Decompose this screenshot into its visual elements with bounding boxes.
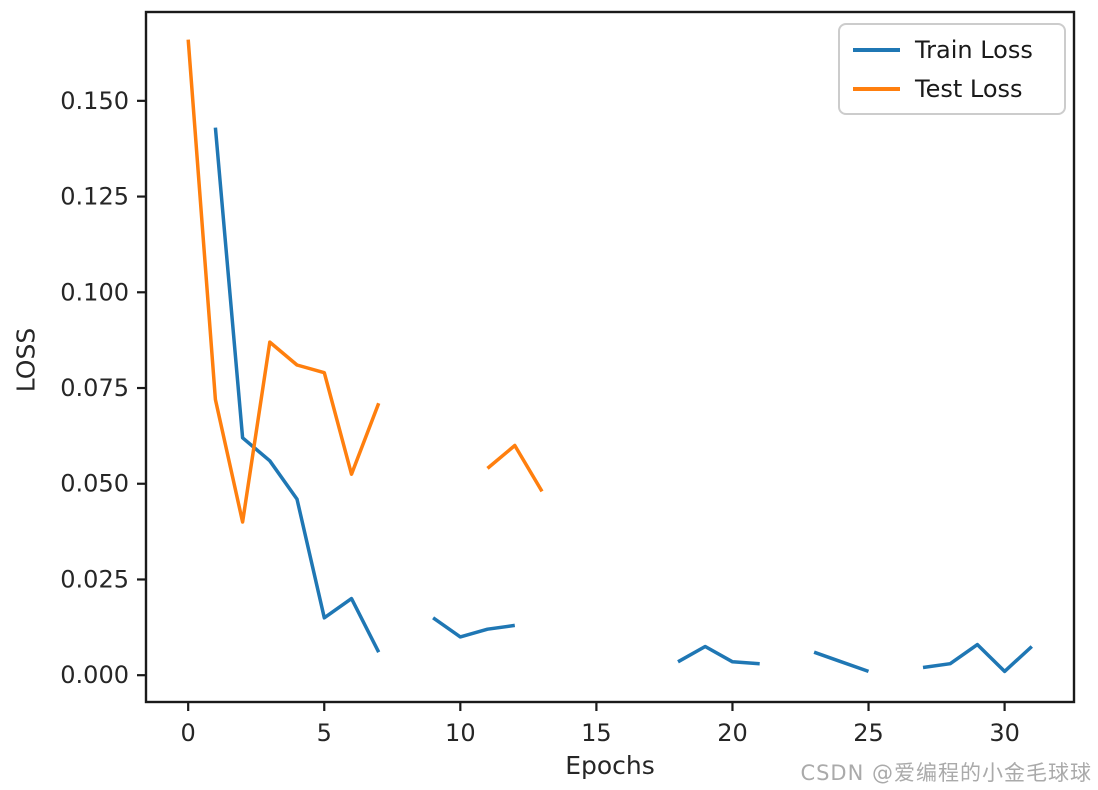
legend-item-train-loss[interactable]: Train Loss	[853, 30, 1051, 69]
train-loss-line	[922, 642, 1033, 674]
y-tick-label: 0.075	[60, 374, 129, 402]
y-tick-label: 0.125	[60, 183, 129, 211]
legend[interactable]: Train Loss Test Loss	[838, 23, 1066, 115]
x-tick-label: 15	[581, 719, 612, 747]
train-loss-line	[213, 127, 381, 653]
legend-label-test-loss: Test Loss	[915, 74, 1023, 103]
train-loss-line	[677, 644, 760, 666]
x-tick-label: 25	[853, 719, 884, 747]
y-tick-label: 0.025	[60, 565, 129, 593]
train-loss-line	[432, 616, 516, 639]
plot-border	[144, 10, 1076, 704]
y-tick-label: 0.150	[60, 87, 129, 115]
x-tick-label: 5	[317, 719, 332, 747]
y-tick-label: 0.000	[60, 661, 129, 689]
x-axis-label: Epochs	[565, 751, 655, 780]
legend-label-train-loss: Train Loss	[915, 35, 1033, 64]
legend-item-test-loss[interactable]: Test Loss	[853, 69, 1051, 108]
train-loss-line	[813, 650, 870, 674]
train-loss-swatch	[853, 47, 900, 52]
x-tick-label: 30	[989, 719, 1020, 747]
test-loss-line	[486, 443, 544, 493]
x-tick-label: 10	[445, 719, 476, 747]
test-loss-swatch	[853, 86, 900, 91]
x-tick-label: 0	[181, 719, 196, 747]
test-loss-line	[186, 39, 381, 524]
y-tick-label: 0.050	[60, 470, 129, 498]
x-tick-label: 20	[717, 719, 748, 747]
y-tick-label: 0.100	[60, 278, 129, 306]
y-axis-label: LOSS	[11, 327, 41, 393]
watermark: CSDN @爱编程的小金毛球球	[800, 761, 1092, 785]
